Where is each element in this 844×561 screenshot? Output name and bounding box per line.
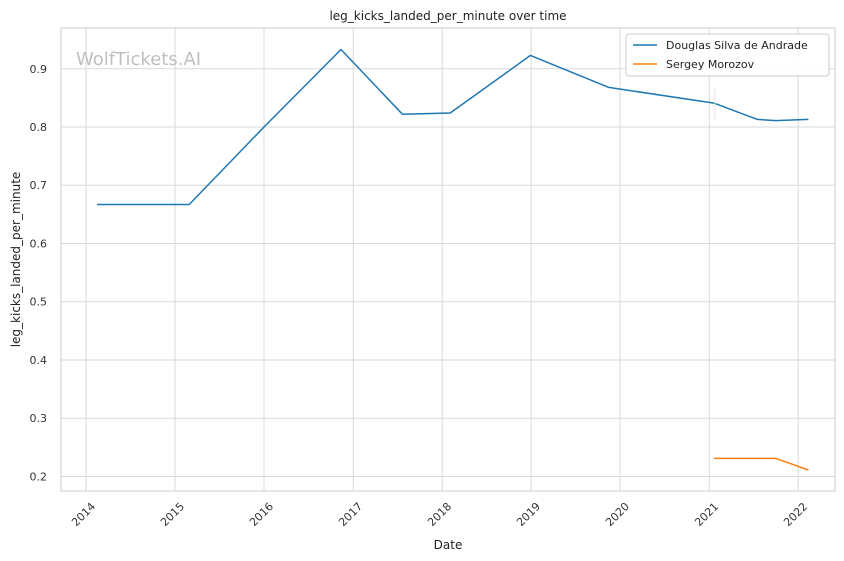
y-tick-label: 0.6 (30, 237, 48, 250)
x-tick-label: 2014 (69, 500, 98, 529)
y-tick-label: 0.3 (30, 412, 48, 425)
x-axis-title: Date (434, 538, 463, 552)
y-tick-label: 0.2 (30, 470, 48, 483)
x-tick-label: 2021 (692, 500, 721, 529)
x-tick-label: 2020 (603, 500, 632, 529)
series-layer (97, 48, 809, 471)
watermark: WolfTickets.AI (76, 49, 201, 70)
x-tick-labels: 2014 2015 2016 2017 2018 2019 2020 2021 2022 (69, 500, 810, 529)
series-line-1 (713, 457, 809, 471)
chart-title: leg_kicks_landed_per_minute over time (329, 9, 566, 23)
y-tick-label: 0.4 (30, 354, 48, 367)
series-line-0 (97, 48, 809, 206)
x-tick-label: 2019 (514, 500, 543, 529)
y-tick-label: 0.7 (30, 179, 48, 192)
y-tick-label: 0.5 (30, 296, 48, 309)
grid (61, 28, 835, 491)
legend-box (625, 33, 830, 77)
x-tick-label: 2016 (247, 500, 276, 529)
x-tick-label: 2022 (781, 500, 810, 529)
x-tick-label: 2017 (336, 500, 365, 529)
y-tick-labels: 0.2 0.3 0.4 0.5 0.6 0.7 0.8 0.9 (30, 63, 48, 484)
x-tick-label: 2018 (425, 500, 454, 529)
legend-label: Sergey Morozov (666, 58, 755, 71)
y-axis-title: leg_kicks_landed_per_minute (9, 172, 23, 348)
y-tick-label: 0.8 (30, 121, 48, 134)
legend-label: Douglas Silva de Andrade (666, 39, 808, 52)
plot-frame (60, 27, 836, 492)
x-tick-label: 2015 (158, 500, 187, 529)
y-tick-label: 0.9 (30, 63, 48, 76)
legend: Douglas Silva de Andrade Sergey Morozov (625, 33, 830, 77)
